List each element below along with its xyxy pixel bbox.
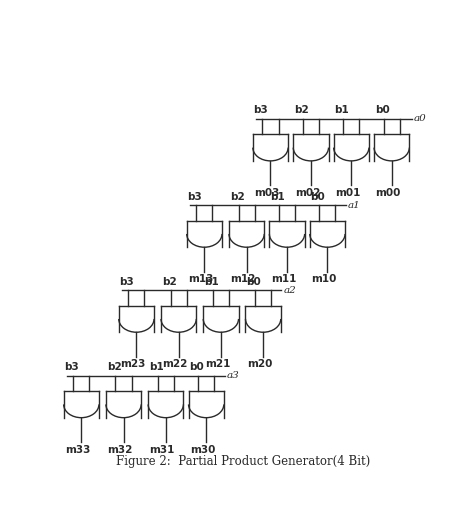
Text: m21: m21: [205, 359, 230, 369]
Text: a3: a3: [227, 371, 240, 380]
Text: b3: b3: [254, 105, 268, 115]
Text: b3: b3: [64, 362, 79, 372]
Text: m12: m12: [230, 274, 256, 284]
Text: m01: m01: [335, 188, 361, 198]
Text: a1: a1: [347, 200, 360, 209]
Text: b2: b2: [230, 191, 245, 202]
Text: m22: m22: [163, 359, 188, 369]
Text: b0: b0: [246, 277, 261, 287]
Text: a0: a0: [414, 114, 427, 123]
Text: Figure 2:  Partial Product Generator(4 Bit): Figure 2: Partial Product Generator(4 Bi…: [116, 455, 370, 469]
Text: m20: m20: [247, 359, 273, 369]
Text: b2: b2: [162, 277, 176, 287]
Text: b1: b1: [334, 105, 349, 115]
Text: b0: b0: [310, 191, 325, 202]
Text: m10: m10: [311, 274, 337, 284]
Text: b3: b3: [119, 277, 134, 287]
Text: m13: m13: [188, 274, 214, 284]
Text: b2: b2: [107, 362, 121, 372]
Text: m32: m32: [108, 445, 133, 455]
Text: b1: b1: [270, 191, 285, 202]
Text: a2: a2: [284, 286, 297, 295]
Text: m23: m23: [120, 359, 146, 369]
Text: m30: m30: [190, 445, 215, 455]
Text: b0: b0: [375, 105, 390, 115]
Text: m33: m33: [65, 445, 91, 455]
Text: m03: m03: [255, 188, 280, 198]
Text: b1: b1: [149, 362, 164, 372]
Text: m02: m02: [295, 188, 320, 198]
Text: m11: m11: [271, 274, 296, 284]
Text: b3: b3: [187, 191, 202, 202]
Text: m31: m31: [150, 445, 175, 455]
Text: b2: b2: [294, 105, 309, 115]
Text: b1: b1: [204, 277, 219, 287]
Text: b0: b0: [189, 362, 204, 372]
Text: m00: m00: [375, 188, 401, 198]
